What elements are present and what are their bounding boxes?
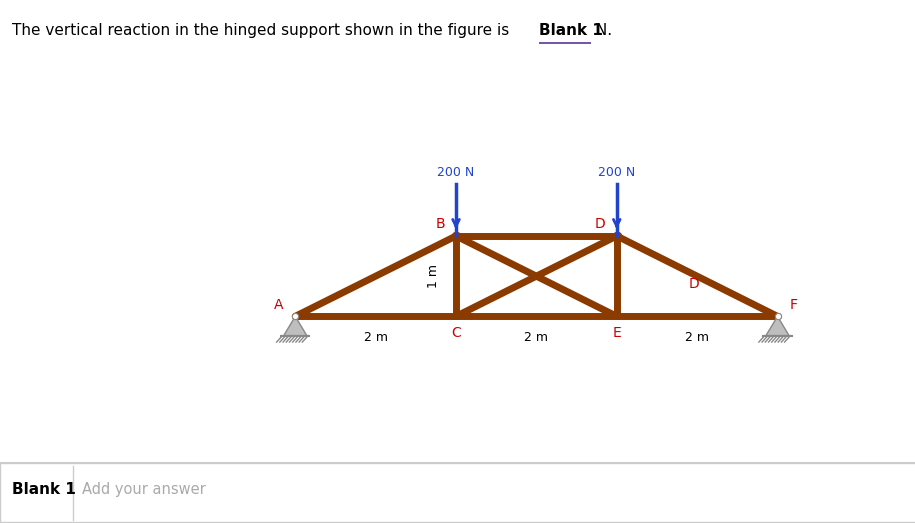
Text: D: D	[689, 277, 700, 291]
Text: 2 m: 2 m	[685, 331, 709, 344]
Text: A: A	[274, 298, 284, 312]
Text: B: B	[436, 217, 445, 231]
Text: 2 m: 2 m	[363, 331, 388, 344]
Text: 1 m: 1 m	[427, 264, 440, 288]
Text: F: F	[790, 298, 798, 312]
Text: 200 N: 200 N	[437, 166, 475, 179]
Polygon shape	[284, 316, 307, 336]
Polygon shape	[766, 316, 789, 336]
Text: Blank 1: Blank 1	[12, 482, 76, 497]
Text: The vertical reaction in the hinged support shown in the figure is: The vertical reaction in the hinged supp…	[12, 22, 514, 38]
Text: Add your answer: Add your answer	[82, 482, 206, 497]
Text: E: E	[612, 326, 621, 340]
Text: N.: N.	[591, 22, 612, 38]
Text: 200 N: 200 N	[598, 166, 635, 179]
Text: D: D	[595, 217, 606, 231]
Text: 2 m: 2 m	[524, 331, 548, 344]
Text: C: C	[451, 326, 461, 340]
Text: Blank 1: Blank 1	[539, 22, 603, 38]
